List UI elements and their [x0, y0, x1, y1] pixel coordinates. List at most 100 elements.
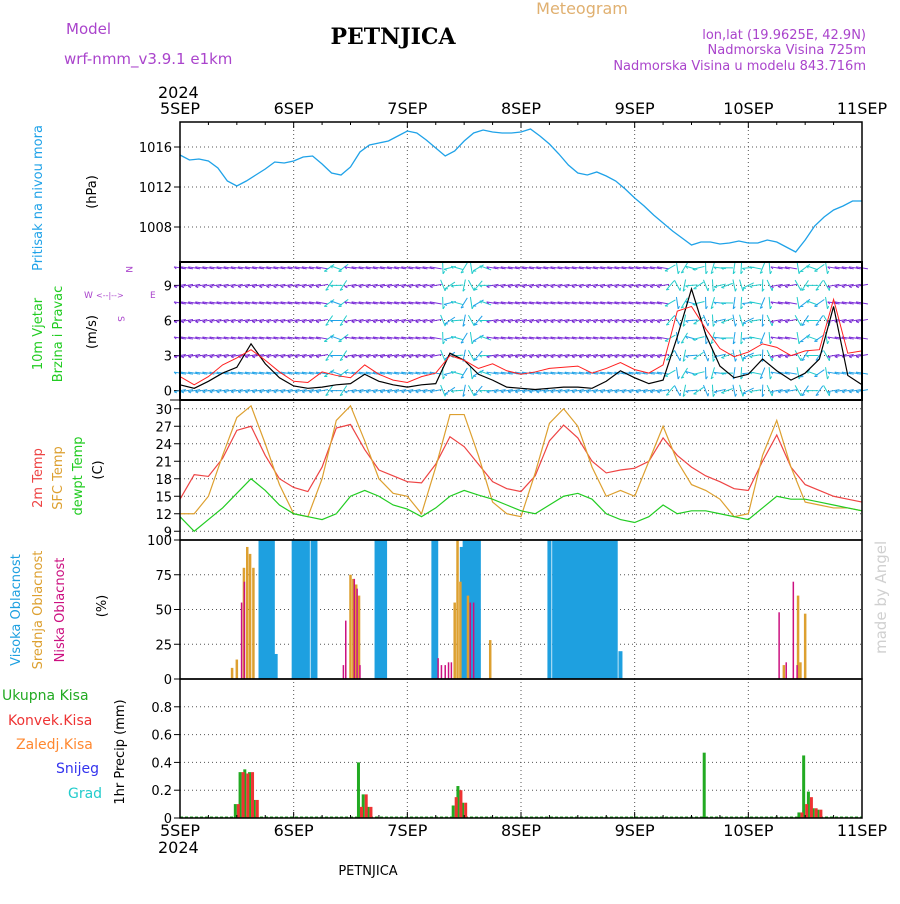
legend-dir-n: N: [123, 266, 133, 273]
wind-arrow-head: [352, 286, 355, 287]
wind-arrow: [750, 390, 762, 392]
wind-arrow: [693, 302, 705, 305]
wind-arrow-head: [558, 392, 561, 393]
wind-arrow-head: [238, 286, 241, 287]
wind-arrow: [721, 354, 732, 358]
y-tick-label: 0: [164, 385, 172, 400]
wind-arrow-head: [678, 376, 679, 379]
wind-arrow-head: [316, 286, 319, 287]
wind-arrow: [674, 280, 680, 291]
y-tick-label: 100: [147, 534, 172, 549]
wind-arrow-head: [380, 286, 383, 287]
wind-arrow: [762, 314, 763, 326]
wind-arrow-head: [352, 322, 355, 323]
mid-cloud-bar: [783, 665, 786, 679]
wind-arrow: [468, 280, 474, 291]
wind-arrow-head: [856, 286, 859, 287]
legend-dir-e: E: [150, 291, 156, 301]
low-cloud-bar: [354, 579, 356, 679]
wind-arrow-head: [778, 357, 781, 358]
footer-station: PETNJICA: [338, 864, 397, 879]
high-cloud-bar: [306, 540, 310, 679]
wind-arrow-head: [650, 392, 653, 393]
temp-unit: (C): [91, 460, 106, 479]
wind-arrow-head: [522, 357, 525, 358]
wind-arrow-head: [785, 392, 788, 393]
wind-arrow-head: [274, 322, 277, 323]
wind-arrow: [665, 265, 675, 271]
wind-arrow-head: [600, 286, 603, 287]
wind-arrow-head: [607, 286, 610, 287]
wind-arrow-head: [849, 392, 852, 393]
wind-arrow-head: [501, 286, 504, 287]
wind-arrow: [767, 280, 772, 291]
wind-arrow: [797, 297, 799, 309]
wind-arrow-head: [444, 269, 447, 270]
wind-arrow-head: [629, 357, 632, 358]
wind-arrow-head: [849, 286, 852, 287]
y-tick-label: 0.8: [151, 701, 172, 716]
y-tick-label: 0.6: [151, 729, 172, 744]
wind-arrow-head: [607, 357, 610, 358]
y-tick-label: 1012: [139, 181, 172, 196]
conv-precip-bar: [242, 772, 245, 818]
y-tick-label: 3: [164, 350, 172, 365]
y-tick-label: 9: [164, 279, 172, 294]
y-tick-label: 0.4: [151, 756, 172, 771]
wind-arrow-head: [444, 375, 447, 376]
wind-arrow: [767, 315, 772, 326]
conv-precip-bar: [459, 790, 462, 818]
wind-arrow-head: [508, 357, 511, 358]
wind-arrow-head: [721, 358, 724, 359]
wind-ylabel-2: Brzina i Pravac: [51, 286, 66, 383]
model-elevation-label: Nadmorska Visina u modelu 843.716m: [613, 59, 866, 74]
low-cloud-bar: [785, 662, 787, 679]
wind-arrow-head: [288, 322, 291, 323]
wind-arrow-head: [600, 322, 603, 323]
wind-arrow-head: [352, 357, 355, 358]
wind-arrow-head: [622, 392, 625, 393]
wind-arrow-head: [345, 286, 348, 287]
wind-arrow-head: [529, 392, 532, 393]
wind-arrow-head: [551, 357, 554, 358]
wind-arrow-head: [835, 357, 838, 358]
conv-precip-bar: [369, 807, 372, 818]
wind-arrow-head: [615, 286, 618, 287]
wind-arrow-head: [785, 286, 788, 287]
wind-arrow-head: [743, 288, 744, 291]
wind-arrow-head: [551, 392, 554, 393]
wind-unit: (m/s): [85, 315, 100, 349]
wind-arrow-head: [238, 392, 241, 393]
wind-arrow: [473, 265, 483, 271]
wind-arrow-head: [266, 392, 269, 393]
watermark: made by Angel: [872, 541, 890, 654]
wind-arrow-head: [743, 358, 744, 361]
low-cloud-bar: [793, 582, 795, 679]
wind-arrow-head: [245, 392, 248, 393]
wind-arrow-head: [252, 392, 255, 393]
wind-arrow-head: [565, 322, 568, 323]
wind-arrow: [470, 262, 472, 274]
wind-arrow-head: [401, 322, 404, 323]
wind-arrow-head: [536, 392, 539, 393]
wind-arrow-head: [799, 341, 800, 344]
wind-arrow-head: [565, 392, 568, 393]
cloud-unit: (%): [95, 595, 110, 618]
wind-arrow: [461, 333, 467, 343]
high-cloud-bar: [618, 651, 622, 679]
wind-arrow-head: [586, 357, 589, 358]
high-cloud-bar: [264, 540, 268, 679]
wind-arrow-head: [245, 322, 248, 323]
wind-arrow-head: [643, 357, 646, 358]
wind-arrow-head: [565, 357, 568, 358]
low-cloud-bar: [441, 665, 443, 679]
conv-precip-bar: [360, 807, 363, 818]
wind-arrow: [339, 299, 349, 306]
wind-arrow-head: [266, 322, 269, 323]
wind-arrow: [339, 334, 349, 341]
wind-arrow: [686, 355, 698, 356]
wind-arrow-head: [252, 357, 255, 358]
wind-arrow-head: [487, 357, 490, 358]
wind-arrow-head: [522, 392, 525, 393]
